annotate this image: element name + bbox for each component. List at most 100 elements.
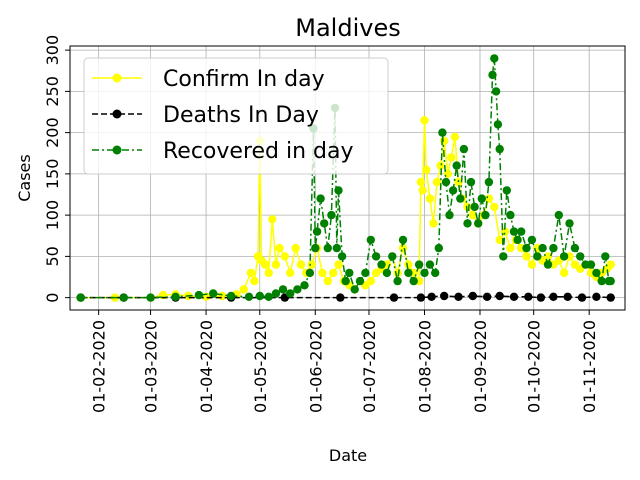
data-point xyxy=(366,276,375,286)
data-point xyxy=(271,289,281,298)
legend-label: Confirm In day xyxy=(163,67,325,92)
data-point xyxy=(436,161,445,170)
data-point xyxy=(336,293,345,302)
data-point xyxy=(332,243,341,253)
data-point xyxy=(244,292,254,301)
data-point xyxy=(409,276,418,286)
data-point xyxy=(271,260,281,269)
data-point xyxy=(522,252,531,261)
data-point xyxy=(606,276,615,286)
data-point xyxy=(477,194,486,203)
chart-title: Maldives xyxy=(295,14,400,42)
y-tick-label: 50 xyxy=(43,246,62,266)
data-point xyxy=(209,289,218,298)
x-axis: 01-02-2020 01-03-2020 01-04-2020 01-05-2020… xyxy=(90,310,599,413)
data-point xyxy=(312,227,322,236)
data-point xyxy=(509,292,519,301)
data-point xyxy=(246,268,255,278)
data-point xyxy=(549,243,558,253)
data-point xyxy=(440,136,449,146)
data-point xyxy=(305,268,315,278)
series-layer xyxy=(76,54,615,302)
y-axis: 0 50 100 150 200 250 300 xyxy=(43,35,70,303)
data-point xyxy=(264,292,273,301)
data-point xyxy=(255,291,264,301)
series-2 xyxy=(76,54,615,302)
x-tick-label: 01-07-2020 xyxy=(360,320,379,413)
data-point xyxy=(416,177,426,187)
data-point xyxy=(592,292,601,301)
data-point xyxy=(454,292,463,301)
data-point xyxy=(522,243,531,253)
data-point xyxy=(389,293,399,302)
data-point xyxy=(260,260,270,269)
data-point xyxy=(527,235,537,245)
data-point xyxy=(493,120,503,129)
data-point xyxy=(337,252,347,261)
data-point xyxy=(549,292,558,301)
data-point xyxy=(119,293,128,302)
data-point xyxy=(300,281,309,290)
data-point xyxy=(452,161,461,170)
legend-box xyxy=(83,57,389,175)
data-point xyxy=(447,153,456,162)
data-point xyxy=(239,285,248,294)
data-point xyxy=(468,291,477,301)
data-point xyxy=(420,268,429,278)
data-point xyxy=(286,289,295,298)
data-point xyxy=(218,291,227,301)
data-point xyxy=(559,252,569,261)
data-point xyxy=(414,260,424,269)
data-point xyxy=(482,292,492,301)
y-tick-label: 250 xyxy=(43,76,62,107)
data-point xyxy=(576,252,585,261)
data-point xyxy=(495,235,504,245)
data-point xyxy=(577,293,587,302)
data-point xyxy=(606,293,615,302)
data-point xyxy=(420,116,429,125)
data-point xyxy=(456,194,465,203)
x-axis-label: Date xyxy=(329,446,367,465)
data-point xyxy=(450,132,460,141)
plot-frame xyxy=(69,45,626,311)
data-point xyxy=(495,291,504,301)
legend-marker xyxy=(112,145,122,155)
data-point xyxy=(466,177,476,187)
data-point xyxy=(445,210,454,220)
data-point xyxy=(341,276,350,286)
data-point xyxy=(425,260,435,269)
x-tick-label: 01-08-2020 xyxy=(415,320,434,413)
data-point xyxy=(334,186,343,195)
data-point xyxy=(275,243,284,253)
data-point xyxy=(334,260,343,269)
y-axis-label: Cases xyxy=(15,154,34,202)
data-point xyxy=(448,186,458,195)
data-point xyxy=(459,144,469,154)
data-point xyxy=(502,186,511,195)
data-point xyxy=(329,268,338,278)
x-tick-label: 01-05-2020 xyxy=(251,320,270,413)
data-point xyxy=(586,260,596,269)
data-point xyxy=(427,292,436,301)
legend-marker xyxy=(112,109,122,119)
data-point xyxy=(278,285,288,294)
data-point xyxy=(404,260,413,269)
data-point xyxy=(327,210,336,220)
data-point xyxy=(463,219,472,228)
data-point xyxy=(440,291,449,301)
y-tick-label: 200 xyxy=(43,117,62,148)
data-point xyxy=(293,285,302,294)
data-point xyxy=(264,268,273,278)
data-point xyxy=(398,235,408,245)
data-point xyxy=(361,268,370,278)
data-point xyxy=(438,128,447,137)
data-point xyxy=(454,177,463,187)
data-point xyxy=(280,252,289,261)
data-point xyxy=(432,177,442,187)
data-point xyxy=(250,276,259,286)
data-point xyxy=(506,210,515,220)
y-tick-label: 100 xyxy=(43,200,62,231)
series-line xyxy=(80,295,611,299)
x-tick-label: 01-06-2020 xyxy=(306,320,325,413)
